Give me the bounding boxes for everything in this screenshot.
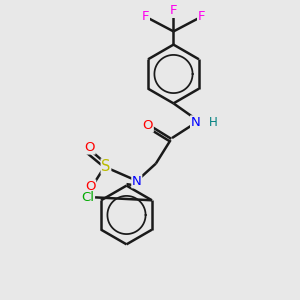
Text: F: F [170,4,177,17]
Text: H: H [209,116,218,129]
Text: F: F [198,10,205,23]
Text: N: N [191,116,200,129]
Text: O: O [85,141,95,154]
Text: O: O [85,180,96,193]
Text: Cl: Cl [81,191,94,204]
Text: O: O [143,119,153,132]
Text: S: S [101,159,111,174]
Text: N: N [132,175,142,188]
Text: F: F [142,10,149,23]
